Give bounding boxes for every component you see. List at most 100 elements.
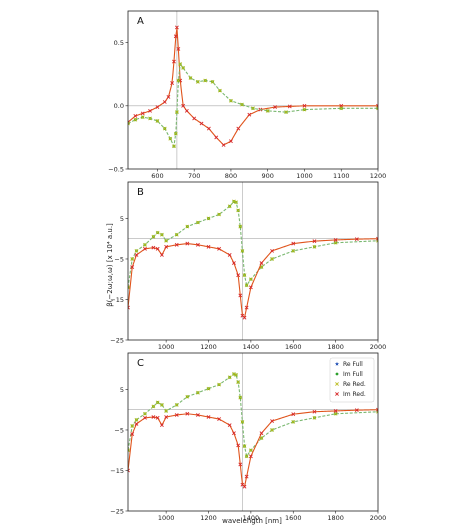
data-point-imag-reduced bbox=[199, 121, 204, 126]
data-point-real-reduced bbox=[238, 395, 243, 400]
data-point-real-reduced bbox=[151, 404, 156, 409]
data-point-imag-reduced bbox=[376, 407, 378, 412]
data-point-real-reduced bbox=[164, 238, 169, 243]
data-point-imag-reduced bbox=[130, 432, 135, 436]
data-point-real-reduced bbox=[236, 380, 241, 385]
x-tick-label: 1200 bbox=[200, 514, 217, 522]
data-point-imag-reduced bbox=[159, 423, 164, 428]
data-point-imag-reduced bbox=[217, 246, 222, 251]
data-point-real-reduced bbox=[244, 454, 249, 459]
data-point-real-reduced bbox=[173, 131, 178, 136]
y-tick-label: 5 bbox=[120, 386, 124, 394]
y-tick-label: −25 bbox=[110, 507, 124, 515]
x-tick-label: 1000 bbox=[296, 172, 313, 180]
x-tick-label: 1600 bbox=[285, 343, 302, 351]
legend-marker-0 bbox=[334, 361, 340, 366]
data-point-real-reduced bbox=[227, 375, 232, 380]
data-point-real-reduced bbox=[164, 409, 169, 413]
data-point-imag-reduced bbox=[244, 474, 249, 479]
data-point-real-reduced bbox=[217, 88, 222, 93]
x-tick-label: 1400 bbox=[243, 514, 260, 522]
data-point-real-reduced bbox=[203, 78, 208, 83]
data-point-real-reduced bbox=[229, 98, 233, 103]
x-tick-label: 1800 bbox=[327, 514, 344, 522]
data-point-real-reduced bbox=[134, 417, 139, 422]
data-point-imag-reduced bbox=[174, 413, 179, 417]
data-point-real-reduced bbox=[162, 126, 167, 131]
data-point-imag-reduced bbox=[159, 253, 164, 257]
data-point-imag-reduced bbox=[273, 105, 277, 109]
legend-marker-2 bbox=[335, 382, 339, 386]
data-point-imag-reduced bbox=[333, 238, 338, 242]
plot-frame bbox=[127, 10, 379, 170]
data-point-imag-reduced bbox=[354, 408, 359, 413]
data-point-real-reduced bbox=[159, 232, 164, 237]
data-point-imag-reduced bbox=[232, 431, 236, 436]
data-point-imag-reduced bbox=[164, 244, 169, 249]
data-point-imag-reduced bbox=[291, 241, 296, 246]
x-tick-label: 1100 bbox=[333, 172, 350, 180]
data-point-imag-reduced bbox=[238, 293, 243, 298]
data-point-real-reduced bbox=[133, 117, 138, 122]
data-point-real-reduced bbox=[291, 248, 296, 253]
x-tick-label: 900 bbox=[261, 172, 273, 180]
data-point-real-reduced bbox=[236, 208, 241, 213]
data-point-imag-reduced bbox=[184, 108, 189, 113]
data-point-imag-reduced bbox=[143, 415, 147, 420]
data-point-imag-reduced bbox=[312, 239, 317, 244]
series-line-imag bbox=[128, 238, 378, 318]
series-imag bbox=[128, 25, 378, 147]
data-point-real-reduced bbox=[130, 257, 135, 261]
data-point-imag-reduced bbox=[236, 273, 241, 278]
data-point-imag-reduced bbox=[185, 411, 190, 416]
legend-marker-1 bbox=[335, 372, 339, 376]
data-point-imag-reduced bbox=[176, 47, 181, 51]
data-point-real-reduced bbox=[251, 106, 255, 111]
data-point-real-reduced bbox=[195, 79, 200, 84]
data-point-real-reduced bbox=[240, 419, 245, 424]
data-point-imag-reduced bbox=[221, 143, 226, 147]
data-point-real-reduced bbox=[185, 224, 190, 229]
data-point-imag-reduced bbox=[151, 245, 156, 250]
data-point-real-reduced bbox=[265, 108, 270, 113]
data-point-real-reduced bbox=[376, 106, 378, 111]
series-real bbox=[128, 199, 378, 290]
data-point-imag-reduced bbox=[140, 111, 145, 116]
data-point-imag-reduced bbox=[195, 413, 200, 417]
data-point-imag-reduced bbox=[229, 139, 233, 144]
data-point-real-reduced bbox=[339, 106, 344, 111]
data-point-imag-reduced bbox=[259, 261, 264, 265]
series-line-real bbox=[128, 200, 378, 288]
y-tick-label: −15 bbox=[110, 467, 124, 475]
data-point-imag-reduced bbox=[151, 415, 156, 419]
data-point-imag-reduced bbox=[166, 95, 171, 99]
series-line-imag bbox=[128, 409, 378, 487]
data-point-real-reduced bbox=[333, 240, 338, 245]
data-point-imag-reduced bbox=[185, 241, 190, 246]
data-point-real-reduced bbox=[234, 372, 238, 377]
data-point-imag-reduced bbox=[172, 59, 176, 64]
data-point-real-reduced bbox=[234, 200, 238, 205]
data-point-real-reduced bbox=[217, 382, 222, 387]
data-point-real-reduced bbox=[284, 110, 289, 115]
data-point-imag-reduced bbox=[354, 237, 359, 242]
data-point-real-reduced bbox=[248, 448, 253, 453]
data-point-real-reduced bbox=[188, 76, 193, 80]
data-point-imag-reduced bbox=[248, 285, 253, 290]
data-point-real-reduced bbox=[240, 102, 244, 107]
data-point-real-reduced bbox=[333, 411, 338, 416]
data-point-real-reduced bbox=[185, 394, 190, 399]
data-point-imag-reduced bbox=[244, 305, 249, 310]
panel-a: 600 700 800 900 1000 1100 1200 0.5 0.0 −0.5 A bbox=[108, 10, 386, 180]
data-point-imag-reduced bbox=[192, 116, 197, 121]
data-point-real-reduced bbox=[206, 386, 211, 391]
data-point-real-reduced bbox=[227, 204, 232, 209]
data-point-imag-reduced bbox=[133, 113, 138, 118]
y-tick-label: −25 bbox=[110, 336, 124, 344]
panel-letter: C bbox=[137, 358, 144, 369]
legend-box bbox=[329, 357, 375, 403]
data-point-imag-reduced bbox=[174, 25, 179, 30]
legend: Re Full Im Full Re Red. Im Red. bbox=[329, 357, 375, 403]
series-imag bbox=[128, 236, 378, 320]
